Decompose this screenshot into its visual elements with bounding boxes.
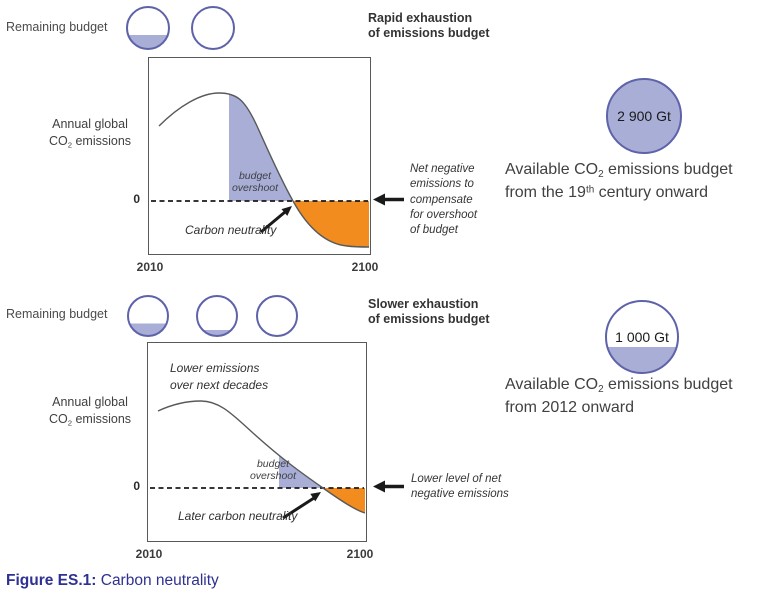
up-right-arrow-icon — [282, 492, 321, 520]
x-tick-2100-top: 2100 — [351, 260, 379, 274]
x-tick-2010-bottom: 2010 — [135, 547, 163, 561]
left-arrow-icon — [373, 480, 404, 493]
y-axis-label-top: Annual global CO2 emissions — [48, 117, 132, 150]
net-negative-note: Net negative emissions to compensate for… — [410, 163, 478, 237]
carbon-neutrality-label-top: Carbon neutrality — [185, 223, 277, 237]
up-right-arrow-icon — [260, 206, 292, 234]
x-tick-2010-top: 2010 — [136, 260, 164, 274]
budget-overshoot-area — [279, 455, 323, 488]
figure-caption: Figure ES.1: Carbon neutrality — [6, 572, 219, 590]
budget-overshoot-label-top: budget overshoot — [231, 170, 279, 195]
available-budget-desc-bottom: Available CO2 emissions budget from 2012… — [505, 376, 733, 416]
budget-circle-icon — [256, 295, 298, 337]
emissions-curve — [157, 400, 366, 514]
budget-circle-icon — [127, 295, 169, 337]
budget-value-bottom: 1 000 Gt — [615, 329, 669, 345]
panel-heading-rapid: Rapid exhaustion of emissions budget — [368, 11, 490, 40]
x-tick-2100-bottom: 2100 — [346, 547, 374, 561]
available-budget-circle-top: 2 900 Gt — [606, 78, 682, 154]
remaining-budget-label-bottom: Remaining budget — [6, 307, 108, 321]
panel-heading-slower: Slower exhaustion of emissions budget — [368, 297, 490, 326]
net-negative-area — [293, 201, 369, 247]
budget-circle-icon — [191, 6, 235, 50]
figure-caption-label: Figure ES.1: — [6, 572, 97, 589]
zero-tick-label-top: 0 — [133, 192, 140, 206]
budget-value-top: 2 900 Gt — [617, 108, 671, 124]
available-budget-circle-bottom: 1 000 Gt — [605, 300, 679, 374]
lower-emissions-note: Lower emissions over next decades — [170, 361, 269, 392]
later-carbon-neutrality-label: Later carbon neutrality — [178, 509, 298, 523]
remaining-budget-label-top: Remaining budget — [6, 20, 108, 34]
budget-overshoot-label-bottom: budget overshoot — [249, 458, 297, 483]
lower-net-negative-note: Lower level of net negative emissions — [411, 473, 509, 501]
available-budget-desc-top: Available CO2 emissions budget from the … — [505, 161, 733, 201]
figure-caption-text: Carbon neutrality — [96, 572, 219, 589]
budget-overshoot-area — [229, 94, 293, 201]
budget-circle-icon — [126, 6, 170, 50]
emissions-chart-rapid — [148, 57, 371, 255]
emissions-chart-slower — [147, 342, 367, 542]
emissions-chart-slower-svg — [150, 400, 366, 520]
net-negative-area — [323, 488, 365, 513]
y-axis-label-bottom: Annual global CO2 emissions — [48, 395, 132, 428]
left-arrow-icon — [373, 193, 404, 206]
emissions-chart-rapid-svg — [151, 92, 370, 248]
zero-tick-label-bottom: 0 — [133, 479, 140, 493]
emissions-curve — [158, 92, 370, 248]
budget-circle-icon — [196, 295, 238, 337]
